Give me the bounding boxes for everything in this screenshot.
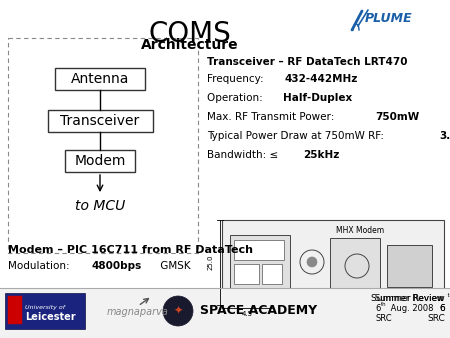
Text: University of: University of — [25, 305, 65, 310]
Text: 25.0: 25.0 — [208, 255, 214, 270]
Text: Transceiver – RF DataTech LRT470: Transceiver – RF DataTech LRT470 — [207, 57, 408, 67]
Text: Max. RF Transmit Power:: Max. RF Transmit Power: — [207, 112, 338, 122]
Text: Frequency:: Frequency: — [207, 74, 267, 84]
Text: 4.5: 4.5 — [242, 311, 252, 317]
Bar — [65, 150, 135, 172]
Bar — [234, 240, 284, 260]
Text: Bandwidth: ≤: Bandwidth: ≤ — [207, 150, 282, 160]
Bar — [262, 264, 282, 284]
Text: 6: 6 — [375, 304, 380, 313]
Text: Summer Review: Summer Review — [371, 294, 445, 303]
Text: magnaparva: magnaparva — [107, 307, 169, 317]
Text: Aug. 2008: Aug. 2008 — [388, 304, 433, 313]
Text: PLUME: PLUME — [365, 12, 413, 25]
Text: Typical Power Draw at 750mW RF:: Typical Power Draw at 750mW RF: — [207, 131, 387, 141]
Text: 4800bps: 4800bps — [92, 261, 142, 271]
Text: GMSK: GMSK — [157, 261, 190, 271]
Text: 6: 6 — [439, 304, 445, 313]
Text: 6: 6 — [439, 304, 445, 313]
Text: ✦: ✦ — [173, 306, 183, 316]
Text: Operation:: Operation: — [207, 93, 266, 103]
Text: SRC: SRC — [427, 314, 445, 323]
Circle shape — [307, 257, 317, 267]
Text: SRC: SRC — [375, 314, 392, 323]
Text: Leicester: Leicester — [25, 312, 76, 322]
Bar — [55, 68, 145, 90]
Bar — [8, 38, 198, 253]
Bar — [230, 235, 290, 293]
Text: 750mW: 750mW — [376, 112, 420, 122]
Bar — [387, 245, 432, 287]
Text: Summer Review: Summer Review — [375, 294, 444, 303]
Text: Transceiver: Transceiver — [60, 114, 140, 128]
Text: COMS: COMS — [148, 20, 231, 48]
Text: th: th — [381, 302, 387, 307]
Text: Modulation:: Modulation: — [8, 261, 73, 271]
Text: Modem: Modem — [74, 154, 126, 168]
Text: th: th — [444, 293, 450, 298]
Text: Architecture: Architecture — [141, 38, 239, 52]
Bar — [48, 110, 153, 132]
Bar — [222, 220, 444, 305]
Text: Antenna: Antenna — [71, 72, 129, 86]
Text: MHX Modem: MHX Modem — [336, 226, 384, 235]
Text: SPACE ACADEMY: SPACE ACADEMY — [200, 305, 317, 317]
Text: Modem – PIC 16C711 from RF DataTech: Modem – PIC 16C711 from RF DataTech — [8, 245, 253, 255]
Bar — [8, 296, 22, 324]
Text: 432-442MHz: 432-442MHz — [284, 74, 358, 84]
Circle shape — [163, 296, 193, 326]
Text: to MCU: to MCU — [75, 199, 125, 213]
Bar — [5, 293, 85, 329]
Text: 3.5W: 3.5W — [440, 131, 450, 141]
Text: Half-Duplex: Half-Duplex — [283, 93, 352, 103]
Text: 25kHz: 25kHz — [303, 150, 339, 160]
Bar — [330, 238, 380, 293]
Bar — [0, 288, 450, 338]
Bar — [234, 264, 259, 284]
